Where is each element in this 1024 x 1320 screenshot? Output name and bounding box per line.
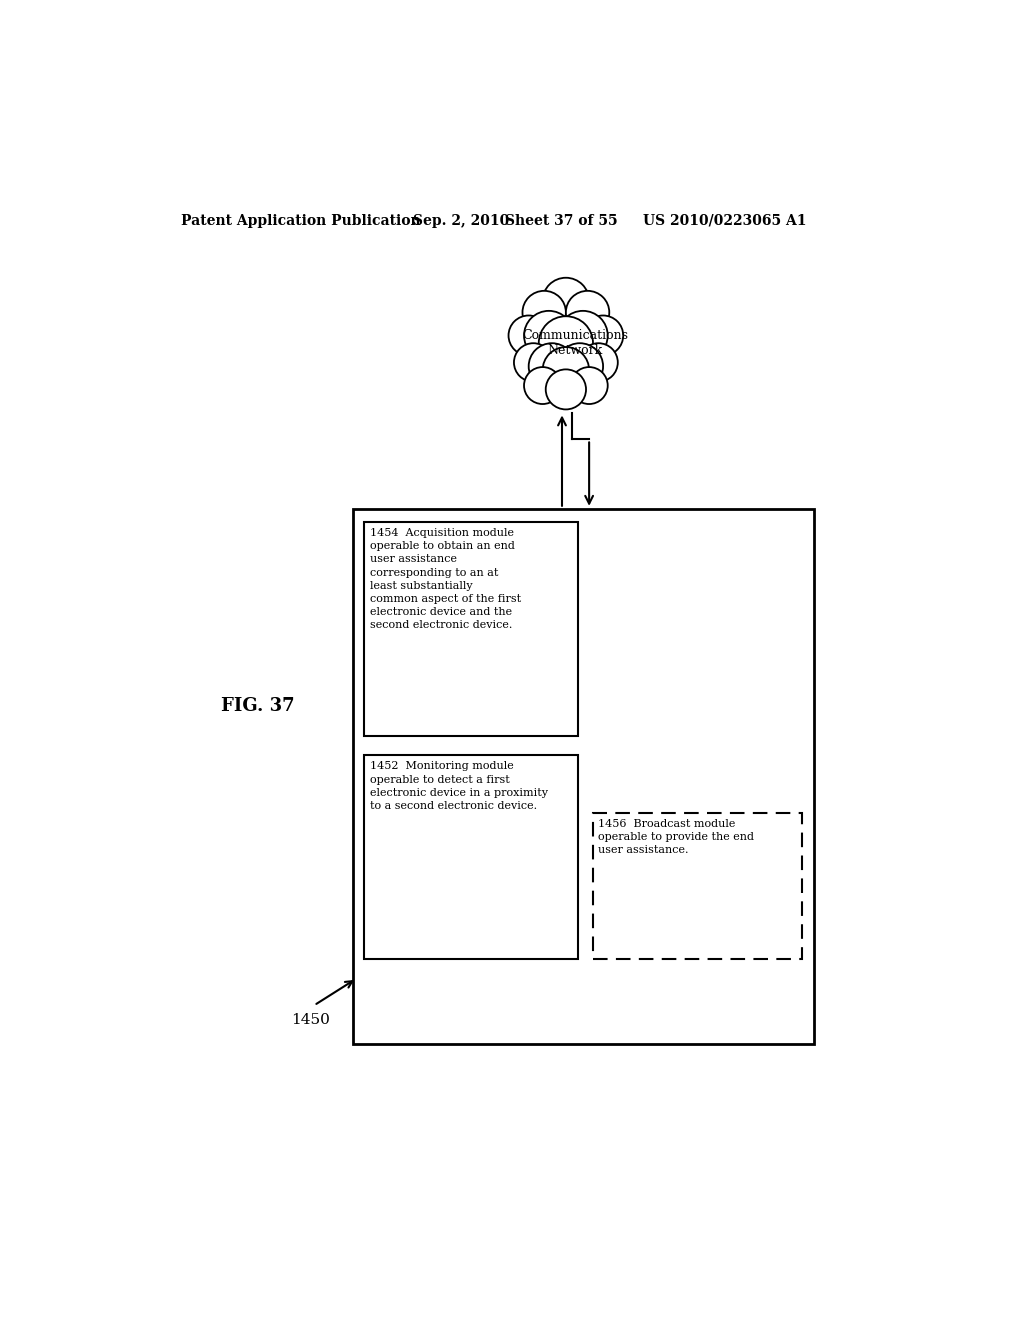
Text: Communications
Network: Communications Network — [522, 329, 628, 358]
Circle shape — [543, 277, 589, 323]
Circle shape — [524, 367, 561, 404]
Circle shape — [528, 343, 575, 389]
Bar — [365, 755, 578, 960]
Text: 1456  Broadcast module
operable to provide the end
user assistance.: 1456 Broadcast module operable to provid… — [598, 818, 755, 855]
Circle shape — [514, 343, 553, 381]
Circle shape — [558, 312, 607, 360]
Text: 1452  Monitoring module
operable to detect a first
electronic device in a proxim: 1452 Monitoring module operable to detec… — [370, 762, 548, 810]
Circle shape — [557, 343, 603, 389]
Text: FIG. 37: FIG. 37 — [221, 697, 295, 715]
Bar — [352, 508, 814, 1044]
Circle shape — [539, 317, 593, 370]
Circle shape — [509, 315, 549, 355]
Text: Sheet 37 of 55: Sheet 37 of 55 — [505, 214, 617, 228]
Circle shape — [583, 315, 624, 355]
Text: Sep. 2, 2010: Sep. 2, 2010 — [414, 214, 510, 228]
Text: US 2010/0223065 A1: US 2010/0223065 A1 — [643, 214, 806, 228]
Circle shape — [570, 367, 607, 404]
Circle shape — [566, 290, 609, 334]
Circle shape — [543, 347, 589, 393]
Text: 1450: 1450 — [291, 1014, 330, 1027]
Text: 1454  Acquisition module
operable to obtain an end
user assistance
corresponding: 1454 Acquisition module operable to obta… — [370, 528, 521, 631]
Circle shape — [522, 290, 566, 334]
Text: Patent Application Publication: Patent Application Publication — [180, 214, 420, 228]
Circle shape — [579, 343, 617, 381]
Bar — [365, 521, 578, 737]
Circle shape — [546, 370, 586, 409]
Bar — [593, 813, 802, 960]
Circle shape — [524, 312, 573, 360]
